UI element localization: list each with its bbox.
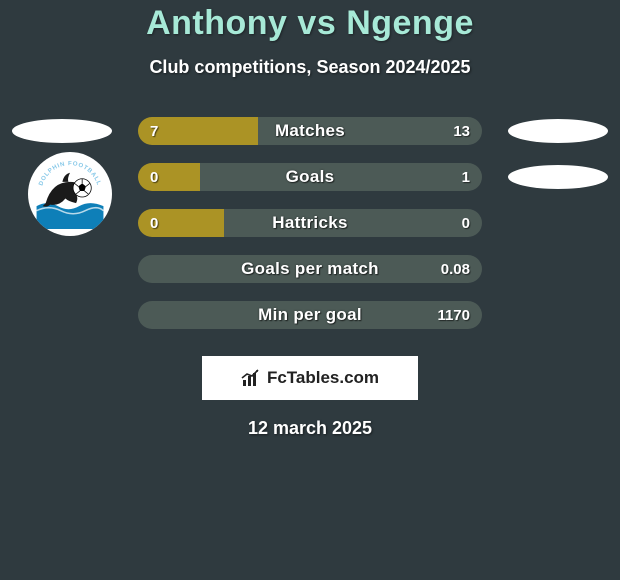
stat-row: Matches7 13 <box>0 108 620 154</box>
stat-value-left: 0 <box>150 163 158 191</box>
stats-grid: Matches713Goals01Hattricks00Goals per ma… <box>0 108 620 338</box>
stat-label: Goals <box>138 163 482 191</box>
subtitle: Club competitions, Season 2024/2025 <box>0 57 620 78</box>
stat-bar: Hattricks0 0 <box>138 209 482 237</box>
dolphin-badge-icon: DOLPHIN FOOTBALL <box>32 156 108 232</box>
stat-value-left: 7 <box>150 117 158 145</box>
stat-bar: Matches7 13 <box>138 117 482 145</box>
brand-box: FcTables.com <box>202 356 418 400</box>
stat-value-right: 0 <box>462 209 470 237</box>
brand-text: FcTables.com <box>267 368 379 388</box>
page-background: Anthony vs Ngenge Club competitions, Sea… <box>0 0 620 580</box>
stat-label: Hattricks <box>138 209 482 237</box>
page-title: Anthony vs Ngenge <box>0 4 620 43</box>
brand-chart-icon <box>241 369 263 387</box>
stat-value-right: 1 <box>462 163 470 191</box>
right-oval <box>508 119 608 143</box>
stat-row: Min per goal1170 <box>0 292 620 338</box>
stat-row: Goals per match0.08 <box>0 246 620 292</box>
left-oval <box>12 119 112 143</box>
title-right-name: Ngenge <box>346 4 474 42</box>
stat-value-left: 0 <box>150 209 158 237</box>
stat-bar: Goals0 1 <box>138 163 482 191</box>
stat-value-right: 1170 <box>437 301 470 329</box>
stat-value-right: 13 <box>453 117 470 145</box>
date-line: 12 march 2025 <box>0 418 620 439</box>
title-left-name: Anthony <box>146 4 287 42</box>
stat-bar: Min per goal1170 <box>138 301 482 329</box>
stat-value-right: 0.08 <box>441 255 470 283</box>
stat-label: Goals per match <box>138 255 482 283</box>
right-oval <box>508 165 608 189</box>
club-badge: DOLPHIN FOOTBALL <box>28 152 112 236</box>
title-vs: vs <box>297 4 336 42</box>
stat-label: Min per goal <box>138 301 482 329</box>
stat-label: Matches <box>138 117 482 145</box>
stat-bar: Goals per match0.08 <box>138 255 482 283</box>
